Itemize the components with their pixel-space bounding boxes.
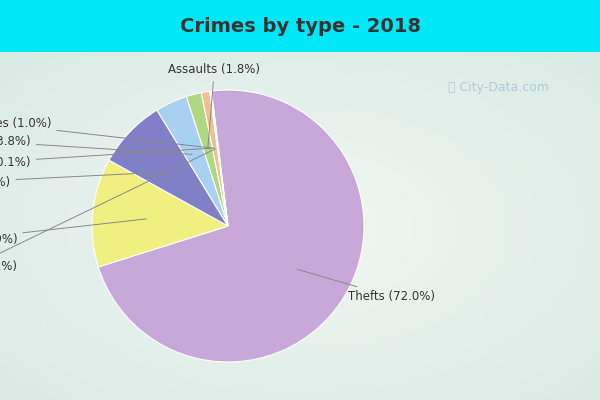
Text: Auto thefts (8.2%): Auto thefts (8.2%) (0, 172, 168, 189)
Text: ⓘ City-Data.com: ⓘ City-Data.com (448, 82, 548, 94)
Text: Arson (0.1%): Arson (0.1%) (0, 148, 214, 168)
Wedge shape (98, 90, 364, 362)
Wedge shape (210, 91, 228, 226)
Text: Rapes (3.8%): Rapes (3.8%) (0, 135, 192, 154)
Text: Assaults (1.8%): Assaults (1.8%) (169, 63, 260, 147)
Wedge shape (187, 93, 228, 226)
Text: Crimes by type - 2018: Crimes by type - 2018 (179, 16, 421, 36)
Text: Thefts (72.0%): Thefts (72.0%) (297, 269, 434, 303)
Text: Murders (0.1%): Murders (0.1%) (0, 149, 215, 273)
Wedge shape (157, 96, 228, 226)
Wedge shape (92, 160, 228, 267)
Text: Robberies (1.0%): Robberies (1.0%) (0, 118, 212, 148)
Wedge shape (109, 110, 228, 226)
Text: Burglaries (12.9%): Burglaries (12.9%) (0, 219, 147, 246)
Wedge shape (201, 91, 228, 226)
Wedge shape (211, 91, 228, 226)
